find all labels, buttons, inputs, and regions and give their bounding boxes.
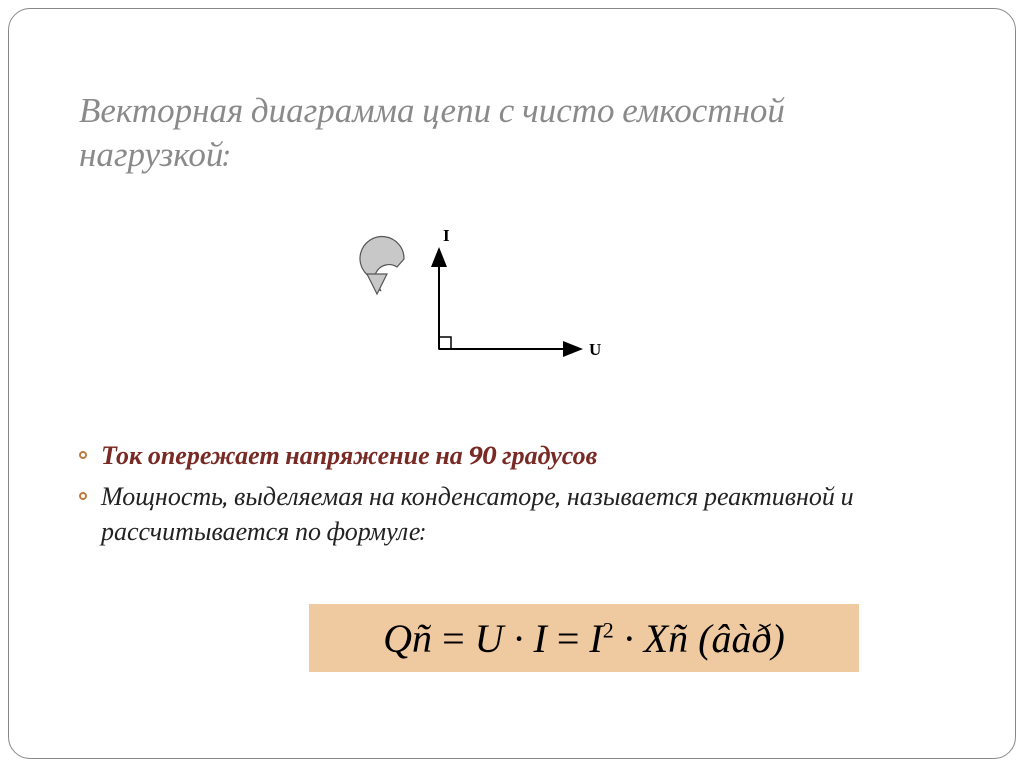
label-i: I <box>443 226 450 245</box>
formula-rhs2-base: I <box>589 616 602 661</box>
right-angle-marker <box>439 337 451 349</box>
formula-lhs: Qñ <box>383 616 432 661</box>
rotation-arrow-icon <box>360 237 404 294</box>
bullet-text-2: Мощность, выделяемая на конденсаторе, на… <box>101 480 949 550</box>
vector-diagram: I U <box>309 219 629 379</box>
formula-box: Qñ = U · I = I2 · Xñ (âàð) <box>309 604 859 672</box>
formula-rhs2-tail: · Xñ (âàð) <box>614 616 785 661</box>
slide-frame: Векторная диаграмма цепи с чисто емкостн… <box>8 8 1016 759</box>
formula-eq1: = <box>442 616 465 661</box>
formula-rhs1: U · I <box>475 616 547 661</box>
label-u: U <box>589 340 601 359</box>
page-title: Векторная диаграмма цепи с чисто емкостн… <box>79 89 839 177</box>
bullet-list: Ток опережает напряжение на 90 градусов … <box>79 439 949 556</box>
bullet-text-1: Ток опережает напряжение на 90 градусов <box>101 439 597 474</box>
formula-eq2: = <box>557 616 580 661</box>
vector-diagram-svg: I U <box>309 219 629 379</box>
list-item: Ток опережает напряжение на 90 градусов <box>79 439 949 474</box>
formula-expression: Qñ = U · I = I2 · Xñ (âàð) <box>383 615 785 662</box>
list-item: Мощность, выделяемая на конденсаторе, на… <box>79 480 949 550</box>
bullet-marker-icon <box>79 492 87 500</box>
bullet-marker-icon <box>79 451 87 459</box>
formula-rhs2-exp: 2 <box>603 617 614 642</box>
